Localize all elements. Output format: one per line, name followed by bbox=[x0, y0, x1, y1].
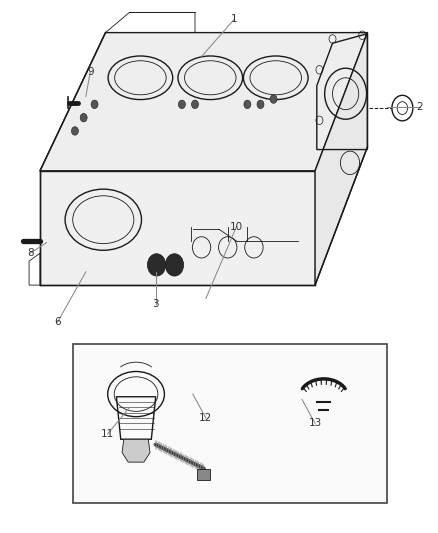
Circle shape bbox=[178, 100, 185, 109]
Circle shape bbox=[80, 114, 87, 122]
Polygon shape bbox=[40, 33, 367, 171]
Bar bbox=[197, 469, 210, 480]
Text: 8: 8 bbox=[27, 248, 34, 258]
Circle shape bbox=[244, 100, 251, 109]
Circle shape bbox=[165, 254, 184, 276]
Text: 2: 2 bbox=[417, 102, 423, 112]
Circle shape bbox=[71, 127, 78, 135]
Circle shape bbox=[148, 254, 166, 276]
Polygon shape bbox=[315, 33, 367, 285]
Text: 10: 10 bbox=[230, 222, 243, 232]
Text: 3: 3 bbox=[152, 298, 159, 309]
Text: 11: 11 bbox=[101, 429, 114, 439]
Text: 9: 9 bbox=[87, 68, 93, 77]
Circle shape bbox=[270, 95, 277, 103]
Polygon shape bbox=[122, 439, 150, 462]
Circle shape bbox=[91, 100, 98, 109]
Circle shape bbox=[257, 100, 264, 109]
Bar bbox=[73, 344, 387, 503]
Text: 6: 6 bbox=[54, 317, 61, 327]
Text: 13: 13 bbox=[308, 418, 321, 429]
Text: 12: 12 bbox=[199, 413, 212, 423]
Polygon shape bbox=[40, 171, 315, 285]
Text: 1: 1 bbox=[231, 14, 237, 25]
Circle shape bbox=[191, 100, 198, 109]
